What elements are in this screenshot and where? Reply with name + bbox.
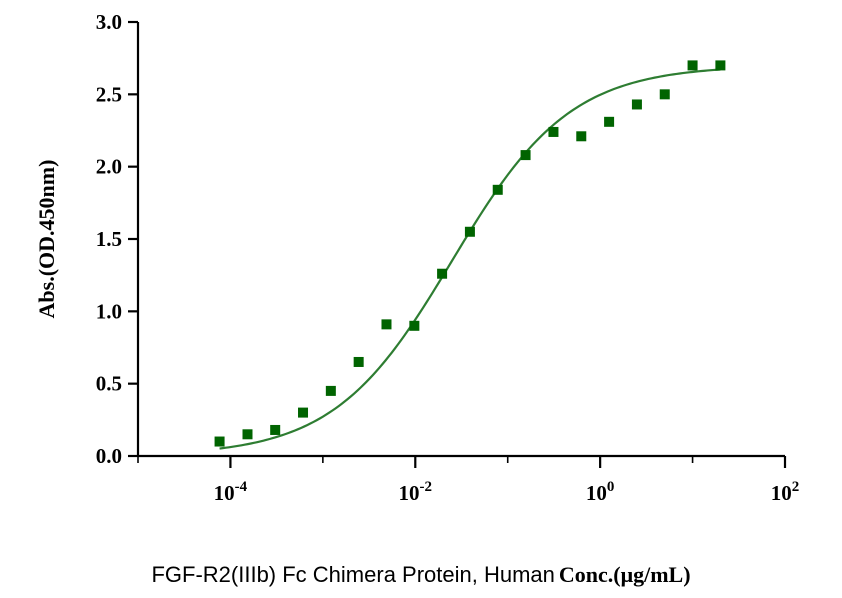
- data-point: [687, 60, 698, 71]
- data-point: [576, 131, 587, 142]
- data-point: [548, 126, 559, 137]
- data-point: [437, 268, 448, 279]
- data-point: [353, 356, 364, 367]
- data-point: [298, 407, 309, 418]
- data-point: [492, 184, 503, 195]
- x-tick-label: 102: [771, 479, 800, 505]
- fit-curve: [219, 68, 721, 450]
- data-point: [520, 150, 531, 161]
- x-axis-label-protein: FGF-R2(IIIb) Fc Chimera Protein, Human: [151, 562, 555, 587]
- x-tick-label: 10-4: [214, 479, 248, 505]
- y-tick-label: 2.0: [96, 155, 122, 179]
- x-axis-label-units: Conc.(μg/mL): [558, 562, 691, 587]
- data-point: [242, 429, 253, 440]
- y-axis: 0.0 0.5 1.0 1.5 2.0 2.5 3.0: [96, 10, 140, 468]
- data-point: [464, 226, 475, 237]
- data-point: [715, 60, 726, 71]
- data-point: [631, 99, 642, 110]
- x-axis-label: FGF-R2(IIIb) Fc Chimera Protein, Human C…: [0, 562, 842, 588]
- y-axis-label: Abs.(OD.450nm): [34, 160, 59, 319]
- data-point: [381, 319, 392, 330]
- x-tick-label: 100: [586, 479, 615, 505]
- y-tick-label: 0.0: [96, 444, 122, 468]
- y-tick-label: 2.5: [96, 82, 122, 106]
- data-point: [409, 320, 420, 331]
- y-tick-label: 3.0: [96, 10, 122, 34]
- y-tick-label: 1.0: [96, 299, 122, 323]
- x-tick-label: 10-2: [399, 479, 433, 505]
- data-point: [214, 436, 225, 447]
- y-tick-label: 1.5: [96, 227, 122, 251]
- data-point: [659, 89, 670, 100]
- y-tick-label: 0.5: [96, 372, 122, 396]
- data-point: [325, 385, 336, 396]
- x-axis: 10-4 10-2 100 102: [137, 454, 800, 505]
- data-point: [604, 116, 615, 127]
- data-point: [270, 424, 281, 435]
